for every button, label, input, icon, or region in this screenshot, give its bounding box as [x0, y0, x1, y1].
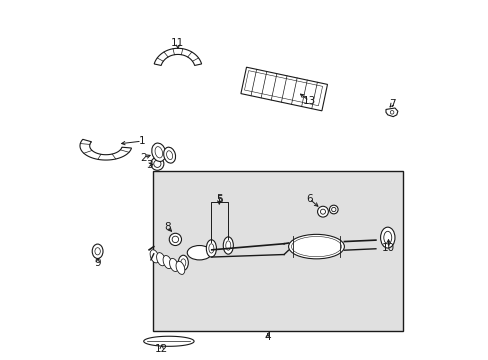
Ellipse shape	[208, 244, 213, 253]
Ellipse shape	[166, 151, 172, 159]
Bar	[241, 67, 327, 111]
Ellipse shape	[225, 241, 230, 250]
Ellipse shape	[181, 259, 185, 267]
Text: 10: 10	[381, 243, 394, 253]
Bar	[244, 71, 322, 106]
Polygon shape	[154, 48, 201, 66]
Circle shape	[153, 160, 161, 167]
Text: 9: 9	[94, 258, 101, 268]
Ellipse shape	[95, 248, 100, 255]
Text: 3: 3	[146, 159, 153, 170]
Ellipse shape	[206, 240, 216, 257]
Circle shape	[329, 205, 337, 214]
Ellipse shape	[223, 237, 233, 254]
Ellipse shape	[92, 244, 103, 258]
Polygon shape	[143, 336, 194, 346]
Ellipse shape	[383, 231, 391, 244]
Ellipse shape	[155, 147, 163, 158]
Text: 5: 5	[216, 194, 222, 204]
Polygon shape	[80, 139, 131, 160]
Ellipse shape	[151, 143, 165, 162]
Text: 2: 2	[140, 153, 147, 163]
Ellipse shape	[178, 255, 188, 270]
Text: 4: 4	[264, 332, 271, 342]
Text: 13: 13	[302, 96, 315, 106]
Circle shape	[172, 236, 178, 243]
Circle shape	[151, 157, 163, 170]
Circle shape	[317, 206, 328, 217]
Polygon shape	[385, 108, 397, 117]
Text: 12: 12	[155, 344, 168, 354]
Ellipse shape	[163, 147, 175, 163]
Ellipse shape	[169, 258, 178, 271]
Text: 7: 7	[388, 99, 395, 109]
Ellipse shape	[187, 246, 211, 260]
Circle shape	[169, 233, 181, 246]
Bar	[152, 171, 402, 331]
Ellipse shape	[163, 256, 171, 269]
Ellipse shape	[150, 250, 159, 263]
Text: 6: 6	[305, 194, 312, 204]
Text: 1: 1	[138, 136, 145, 146]
Circle shape	[331, 207, 335, 212]
Circle shape	[389, 111, 393, 114]
Ellipse shape	[176, 261, 184, 274]
Ellipse shape	[288, 234, 344, 259]
Text: 8: 8	[163, 222, 170, 232]
Text: 5: 5	[216, 195, 222, 205]
Ellipse shape	[156, 253, 165, 266]
Ellipse shape	[380, 227, 394, 248]
Text: 11: 11	[171, 38, 184, 48]
Circle shape	[320, 209, 325, 214]
